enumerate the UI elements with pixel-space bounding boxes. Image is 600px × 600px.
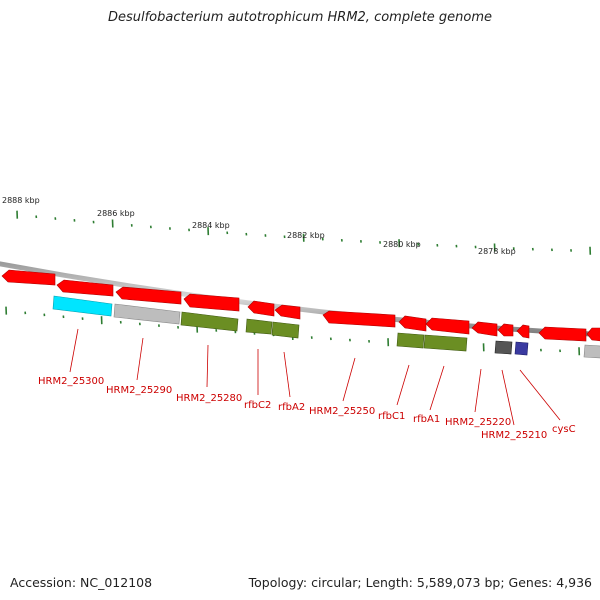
feature-HRM2_25300 <box>52 295 113 317</box>
feature-grey-edge <box>583 344 600 359</box>
accession-text: Accession: NC_012108 <box>10 575 153 590</box>
map-title: Desulfobacterium autotrophicum HRM2, com… <box>107 10 493 25</box>
leader-HRM2_25250 <box>342 357 356 402</box>
cds-arrow <box>586 327 600 342</box>
gene-labels: HRM2_25300 HRM2_25290 HRM2_25280 rfbC2 r… <box>38 376 576 441</box>
feature-rfbC2 <box>245 318 273 335</box>
gene-label: rfbC2 <box>244 400 271 411</box>
cds-arrow <box>56 279 114 297</box>
cds-arrow <box>274 304 301 320</box>
gene-label: HRM2_25300 <box>38 376 104 387</box>
leader-HRM2_25280 <box>206 344 209 388</box>
gene-label: HRM2_25250 <box>309 406 375 417</box>
cds-arrow <box>497 323 514 337</box>
scale-label-2880: 2880 kbp <box>383 240 421 249</box>
feature-track <box>52 295 600 359</box>
gene-label: rfbA1 <box>413 414 440 425</box>
cds-arrow <box>516 324 530 339</box>
gene-label: HRM2_25220 <box>445 417 511 428</box>
feature-HRM2_25280 <box>180 311 239 332</box>
leader-rfbA2 <box>283 351 291 398</box>
scale-label-2888: 2888 kbp <box>2 196 40 205</box>
scale-label-2882: 2882 kbp <box>287 231 325 240</box>
gene-label: HRM2_25290 <box>106 385 172 396</box>
leader-lines <box>69 328 561 426</box>
feature-rfbC1 <box>396 332 425 349</box>
cds-arrow <box>425 317 470 335</box>
feature-rfbA1 <box>423 334 468 352</box>
leader-HRM2_25290 <box>136 337 144 381</box>
feature-HRM2_25290 <box>113 303 181 325</box>
gene-label: rfbA2 <box>278 402 305 413</box>
scale-label-2878: 2878 kbp <box>478 247 516 256</box>
scale-labels: 2888 kbp 2886 kbp 2884 kbp 2882 kbp 2880… <box>2 196 516 256</box>
cds-arrow <box>398 315 427 332</box>
outer-scale-ticks <box>16 210 592 255</box>
cds-arrow <box>322 310 396 328</box>
leader-HRM2_25300 <box>69 328 79 373</box>
scale-label-2886: 2886 kbp <box>97 209 135 218</box>
leader-rfbA1 <box>429 365 445 411</box>
feature-HRM2_25220 <box>494 340 513 355</box>
cds-arrow <box>115 286 182 305</box>
leader-HRM2_25210 <box>501 369 515 426</box>
gene-label: HRM2_25280 <box>176 393 242 404</box>
feature-HRM2_25210 <box>514 341 529 356</box>
leader-rfbC1 <box>396 364 410 406</box>
genome-summary-text: Topology: circular; Length: 5,589,073 bp… <box>248 575 592 590</box>
cds-track <box>1 269 600 342</box>
gene-label: rfbC1 <box>378 411 405 422</box>
gene-label: cysC <box>552 424 576 435</box>
scale-label-2884: 2884 kbp <box>192 221 230 230</box>
leader-cysC <box>519 369 561 421</box>
cds-arrow <box>247 300 275 317</box>
cds-arrow <box>538 326 587 342</box>
leader-HRM2_25220 <box>474 368 482 413</box>
cds-arrow <box>1 269 56 286</box>
cds-arrow <box>471 321 498 337</box>
feature-rfbA2 <box>271 321 300 339</box>
genome-backbone <box>0 261 600 337</box>
gene-label: HRM2_25210 <box>481 430 547 441</box>
cds-arrow <box>183 293 240 312</box>
